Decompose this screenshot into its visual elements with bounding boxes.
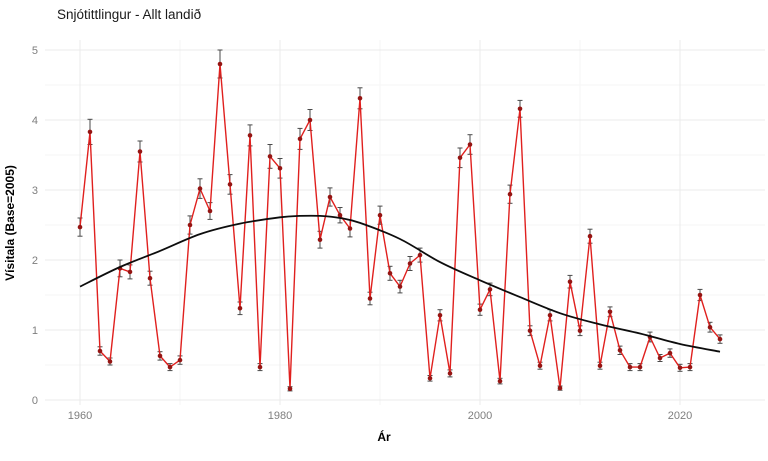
data-point bbox=[327, 194, 333, 200]
data-point bbox=[367, 296, 373, 301]
y-tick-label: 0 bbox=[32, 395, 38, 407]
data-point bbox=[637, 364, 643, 370]
chart-title: Snjótittlingur - Allt landið bbox=[57, 7, 202, 22]
data-point bbox=[547, 313, 553, 318]
y-axis-title: Vísitala (Base=2005) bbox=[3, 165, 17, 281]
data-point bbox=[677, 365, 683, 371]
data-point bbox=[187, 222, 193, 228]
data-point bbox=[507, 191, 513, 197]
data-point bbox=[417, 252, 423, 258]
data-point bbox=[257, 364, 263, 370]
y-tick-label: 1 bbox=[32, 325, 38, 337]
data-point bbox=[527, 328, 533, 334]
data-point bbox=[217, 61, 223, 67]
data-point bbox=[237, 306, 243, 311]
trend-line bbox=[79, 214, 721, 353]
data-point bbox=[97, 348, 103, 354]
data-point bbox=[457, 155, 463, 161]
data-point bbox=[77, 224, 83, 230]
x-tick-label: 1980 bbox=[268, 410, 292, 422]
data-points bbox=[77, 61, 723, 392]
data-point bbox=[277, 166, 283, 171]
data-point bbox=[297, 136, 303, 142]
data-point bbox=[427, 376, 433, 381]
grid-minor bbox=[45, 40, 765, 405]
x-tick-label: 2020 bbox=[668, 410, 692, 422]
data-point bbox=[517, 106, 523, 112]
data-point bbox=[387, 271, 393, 276]
data-point bbox=[157, 353, 163, 359]
data-point bbox=[397, 284, 403, 289]
y-tick-label: 2 bbox=[32, 255, 38, 267]
data-point bbox=[247, 133, 253, 138]
data-point bbox=[267, 154, 273, 159]
y-tick-label: 5 bbox=[32, 45, 38, 57]
data-point bbox=[577, 328, 583, 334]
data-point bbox=[587, 233, 593, 239]
data-point bbox=[357, 96, 363, 101]
data-point bbox=[697, 292, 703, 298]
data-point bbox=[347, 226, 353, 231]
grid-major bbox=[45, 40, 765, 405]
data-point bbox=[667, 350, 673, 356]
data-point bbox=[177, 357, 183, 363]
data-point bbox=[197, 186, 203, 191]
data-point bbox=[307, 117, 313, 123]
data-point bbox=[317, 237, 323, 242]
data-point bbox=[477, 307, 483, 313]
data-point bbox=[207, 208, 213, 214]
data-point bbox=[127, 269, 133, 275]
data-point bbox=[167, 364, 173, 370]
data-point bbox=[147, 275, 153, 281]
data-point bbox=[337, 212, 343, 218]
data-point bbox=[657, 355, 663, 361]
error-bars bbox=[77, 49, 723, 392]
x-axis-title: Ár bbox=[377, 430, 391, 444]
data-point bbox=[607, 309, 613, 315]
y-tick-label: 3 bbox=[32, 185, 38, 197]
data-point bbox=[627, 364, 633, 370]
data-point bbox=[287, 386, 293, 392]
x-tick-label: 2000 bbox=[468, 410, 492, 422]
data-point bbox=[557, 385, 563, 391]
data-point bbox=[567, 279, 573, 285]
index-line bbox=[79, 63, 721, 390]
data-point bbox=[437, 313, 443, 318]
data-point bbox=[687, 364, 693, 370]
tick-labels: 0 1 2 3 4 5 1960 1980 2000 2020 bbox=[32, 45, 692, 422]
data-point bbox=[227, 182, 233, 187]
x-tick-label: 1960 bbox=[68, 410, 92, 422]
data-point bbox=[707, 324, 713, 330]
data-point bbox=[137, 149, 143, 154]
data-point bbox=[497, 378, 503, 384]
data-point bbox=[487, 287, 493, 292]
data-point bbox=[377, 212, 383, 218]
data-point bbox=[617, 348, 623, 353]
y-tick-label: 4 bbox=[32, 115, 38, 127]
data-point bbox=[597, 363, 603, 369]
data-point bbox=[537, 363, 543, 369]
data-point bbox=[447, 371, 453, 376]
data-point bbox=[717, 336, 723, 342]
data-point bbox=[87, 129, 93, 135]
data-point bbox=[407, 261, 413, 266]
data-point bbox=[467, 142, 473, 147]
data-point bbox=[107, 359, 113, 364]
